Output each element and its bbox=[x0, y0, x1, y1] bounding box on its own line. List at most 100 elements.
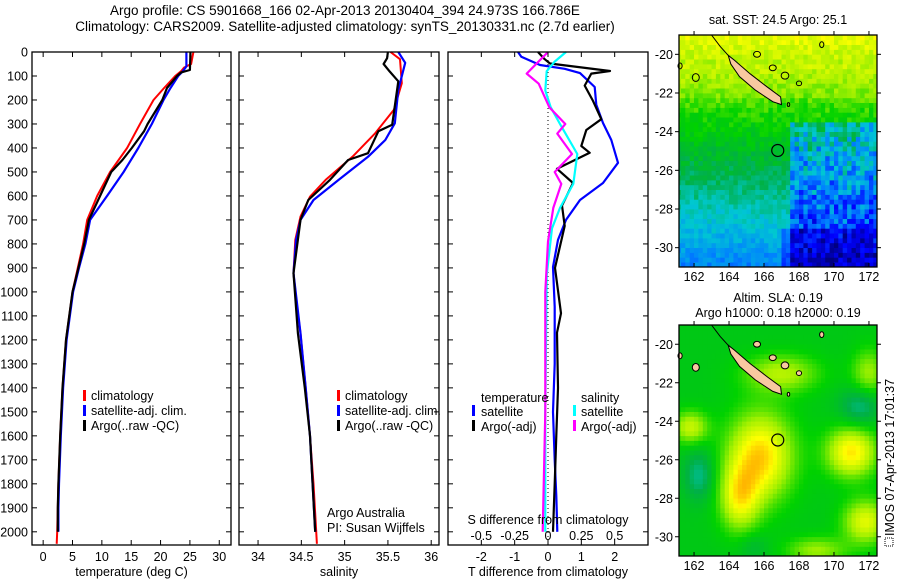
sst-cell bbox=[860, 136, 865, 142]
sst-cell bbox=[702, 180, 708, 186]
sla-cell bbox=[807, 402, 813, 408]
sla-cell bbox=[711, 353, 717, 360]
sst-cell bbox=[711, 146, 717, 152]
sst-cell bbox=[698, 238, 704, 244]
sst-cell bbox=[764, 262, 769, 268]
sla-cell bbox=[689, 377, 695, 384]
sst-cell bbox=[799, 194, 804, 200]
sst-cell bbox=[777, 88, 782, 94]
sst-cell bbox=[812, 136, 817, 142]
y-tick-label: 1500 bbox=[0, 405, 28, 419]
sla-cell bbox=[764, 474, 769, 480]
sla-cell bbox=[864, 387, 870, 393]
sla-cell bbox=[764, 551, 769, 557]
sla-cell bbox=[847, 392, 852, 398]
sst-cell bbox=[694, 199, 699, 205]
sla-cell bbox=[698, 527, 704, 533]
sla-cell bbox=[755, 551, 761, 557]
sst-cell bbox=[755, 49, 761, 55]
sla-cell bbox=[829, 464, 835, 470]
sst-cell bbox=[685, 262, 691, 268]
sst-cell bbox=[825, 122, 830, 128]
sla-cell bbox=[746, 479, 752, 485]
sst-cell bbox=[838, 93, 844, 99]
sst-cell bbox=[685, 35, 691, 41]
sst-cell bbox=[689, 165, 695, 171]
sst-cell bbox=[777, 209, 782, 215]
sst-cell bbox=[838, 117, 844, 123]
x-tick-label: 30 bbox=[212, 550, 226, 564]
sla-cell bbox=[679, 411, 682, 417]
sst-cell bbox=[851, 93, 857, 99]
sst-cell bbox=[759, 233, 765, 239]
sla-cell bbox=[750, 329, 756, 335]
sst-cell bbox=[842, 189, 848, 195]
sst-cell bbox=[742, 233, 747, 239]
sst-cell bbox=[777, 73, 782, 79]
sst-cell bbox=[772, 146, 778, 152]
sst-cell bbox=[860, 233, 865, 239]
sst-cell bbox=[764, 146, 769, 152]
sst-cell bbox=[777, 59, 782, 65]
sla-cell bbox=[873, 469, 877, 475]
y-tick-label: 600 bbox=[7, 189, 28, 203]
sla-cell bbox=[746, 512, 752, 518]
island-outline bbox=[786, 102, 791, 108]
sla-cell bbox=[842, 522, 848, 528]
sla-cell bbox=[864, 527, 870, 533]
sst-cell bbox=[715, 35, 721, 41]
sla-cell bbox=[746, 459, 752, 465]
sst-cell bbox=[794, 59, 800, 65]
sla-cell bbox=[720, 392, 726, 398]
sla-cell bbox=[851, 392, 857, 398]
sst-cell bbox=[707, 93, 712, 99]
y-tick-label: 1100 bbox=[1, 309, 28, 323]
sst-cell bbox=[685, 122, 691, 128]
sla-cell bbox=[816, 329, 822, 335]
sst-cell bbox=[689, 141, 695, 147]
sst-cell bbox=[694, 189, 699, 195]
sst-cell bbox=[702, 262, 708, 268]
sla-cell bbox=[873, 325, 877, 331]
sla-cell bbox=[820, 349, 826, 355]
sla-cell bbox=[729, 445, 734, 451]
sst-cell bbox=[834, 170, 839, 176]
sla-cell bbox=[680, 474, 686, 480]
sla-cell bbox=[834, 358, 839, 364]
sla-cell bbox=[707, 421, 712, 427]
sst-cell bbox=[707, 122, 712, 128]
sla-cell bbox=[737, 325, 743, 331]
sla-cell bbox=[790, 421, 795, 427]
sst-cell bbox=[807, 213, 813, 219]
sst-cell bbox=[860, 107, 865, 113]
sla-cell bbox=[711, 358, 717, 364]
sst-cell bbox=[864, 228, 870, 234]
sst-cell bbox=[737, 204, 743, 210]
sst-cell bbox=[777, 213, 782, 219]
sst-cell bbox=[679, 165, 682, 171]
sla-cell bbox=[698, 430, 704, 437]
sla-cell bbox=[842, 435, 848, 441]
sst-cell bbox=[702, 175, 708, 181]
sst-cell bbox=[759, 175, 765, 181]
island-outline bbox=[819, 331, 825, 339]
sla-cell bbox=[842, 426, 848, 432]
sst-cell bbox=[742, 83, 747, 89]
legend-marker-climatology bbox=[337, 390, 340, 401]
sst-cell bbox=[742, 35, 747, 41]
sst-cell bbox=[689, 257, 695, 263]
sst-cell bbox=[750, 117, 756, 123]
sla-cell bbox=[777, 536, 782, 542]
sst-cell bbox=[720, 54, 726, 60]
sst-cell bbox=[785, 64, 791, 70]
sla-cell bbox=[799, 368, 804, 374]
sla-cell bbox=[680, 339, 686, 345]
sla-cell bbox=[698, 536, 704, 542]
sla-cell bbox=[733, 387, 739, 393]
sla-cell bbox=[733, 440, 739, 446]
sla-cell bbox=[694, 531, 699, 538]
sst-cell bbox=[702, 223, 708, 229]
sla-cell bbox=[820, 358, 826, 364]
sla-cell bbox=[711, 493, 717, 499]
sla-cell bbox=[820, 503, 826, 509]
